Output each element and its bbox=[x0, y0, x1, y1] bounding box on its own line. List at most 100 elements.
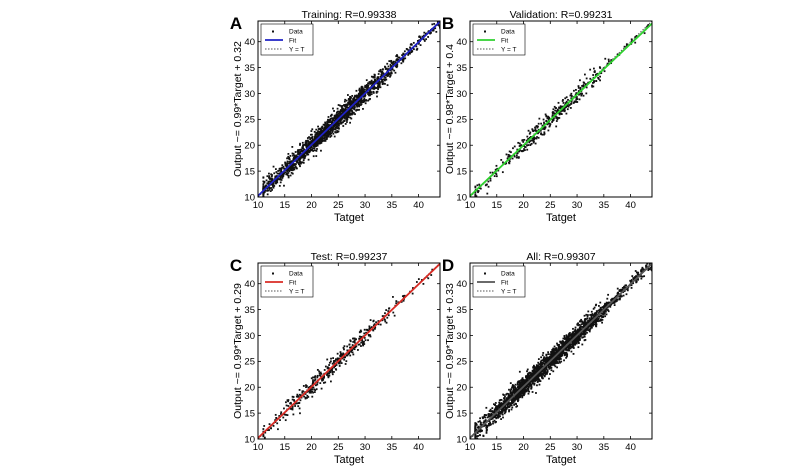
data-point bbox=[583, 82, 586, 84]
data-point bbox=[536, 370, 538, 372]
data-point bbox=[562, 102, 565, 104]
data-point bbox=[531, 391, 534, 393]
data-point bbox=[591, 318, 593, 321]
data-point bbox=[593, 80, 595, 83]
data-point bbox=[369, 98, 371, 100]
data-point bbox=[520, 386, 523, 388]
data-point bbox=[327, 121, 330, 124]
data-point bbox=[382, 82, 385, 85]
data-point bbox=[607, 309, 609, 311]
data-point bbox=[526, 148, 529, 151]
data-point bbox=[411, 292, 414, 295]
data-point bbox=[319, 137, 322, 140]
data-point bbox=[535, 137, 538, 140]
legend-label-fit: Fit bbox=[501, 38, 508, 45]
data-point bbox=[329, 135, 332, 138]
data-point bbox=[484, 419, 487, 421]
data-point bbox=[545, 119, 548, 122]
data-point bbox=[511, 400, 514, 403]
data-point bbox=[587, 319, 589, 322]
data-point bbox=[487, 185, 490, 188]
data-point bbox=[551, 353, 554, 356]
data-point bbox=[349, 354, 352, 357]
data-point bbox=[352, 97, 355, 100]
data-point bbox=[354, 94, 356, 97]
data-point bbox=[298, 151, 301, 154]
y-tick-label: 30 bbox=[456, 89, 467, 100]
data-point bbox=[504, 162, 507, 165]
data-point bbox=[369, 334, 371, 336]
data-point bbox=[595, 310, 598, 313]
data-point bbox=[583, 331, 586, 334]
data-point bbox=[295, 402, 298, 405]
data-point bbox=[611, 297, 614, 300]
data-point bbox=[330, 126, 333, 129]
data-point bbox=[262, 183, 265, 186]
data-point bbox=[549, 364, 552, 367]
data-point bbox=[560, 110, 562, 113]
data-point bbox=[545, 114, 548, 117]
data-point bbox=[335, 368, 338, 371]
data-point bbox=[498, 415, 501, 418]
data-point bbox=[363, 88, 366, 91]
data-point bbox=[290, 164, 293, 167]
data-point bbox=[478, 183, 481, 186]
data-point bbox=[323, 127, 326, 130]
data-point bbox=[320, 138, 323, 141]
data-point bbox=[349, 99, 352, 102]
data-point bbox=[493, 419, 496, 422]
data-point bbox=[326, 358, 329, 361]
data-point bbox=[519, 390, 521, 393]
data-point bbox=[358, 100, 361, 103]
data-point bbox=[345, 354, 348, 357]
data-point bbox=[343, 348, 345, 351]
data-point bbox=[533, 378, 536, 381]
data-point bbox=[590, 325, 593, 328]
data-point bbox=[515, 388, 517, 390]
data-point bbox=[523, 383, 525, 385]
data-point bbox=[637, 274, 640, 277]
data-point bbox=[272, 181, 275, 184]
data-point bbox=[512, 387, 515, 390]
data-point bbox=[601, 318, 604, 321]
data-point bbox=[262, 192, 265, 195]
data-point bbox=[350, 108, 352, 111]
data-point bbox=[384, 312, 386, 315]
data-point bbox=[581, 320, 584, 323]
data-point bbox=[532, 130, 535, 133]
data-point bbox=[288, 162, 291, 165]
data-point bbox=[558, 347, 561, 350]
data-point bbox=[309, 133, 312, 136]
data-point bbox=[332, 107, 334, 110]
data-point bbox=[516, 148, 519, 151]
data-point bbox=[594, 73, 597, 76]
data-point bbox=[409, 46, 411, 49]
data-point bbox=[521, 139, 524, 141]
data-point bbox=[540, 356, 543, 359]
y-tick-label: 10 bbox=[456, 192, 467, 203]
data-point bbox=[522, 378, 525, 381]
data-point bbox=[331, 369, 333, 372]
axes-box bbox=[469, 20, 653, 198]
data-point bbox=[643, 32, 646, 35]
data-point bbox=[366, 329, 369, 332]
data-point bbox=[370, 326, 373, 329]
data-point bbox=[591, 85, 594, 88]
data-point bbox=[608, 304, 611, 307]
data-point bbox=[347, 102, 349, 104]
data-point bbox=[314, 384, 317, 387]
data-point bbox=[586, 314, 589, 316]
data-point bbox=[538, 379, 541, 382]
data-point bbox=[573, 101, 576, 103]
data-point bbox=[299, 160, 302, 163]
data-point bbox=[616, 292, 619, 294]
data-point bbox=[578, 330, 581, 333]
legend-marker-data bbox=[484, 30, 486, 33]
data-point bbox=[611, 302, 614, 304]
data-point bbox=[543, 128, 545, 130]
data-point bbox=[607, 58, 610, 61]
data-point bbox=[347, 114, 350, 117]
data-point bbox=[607, 310, 610, 313]
data-point bbox=[323, 137, 325, 140]
